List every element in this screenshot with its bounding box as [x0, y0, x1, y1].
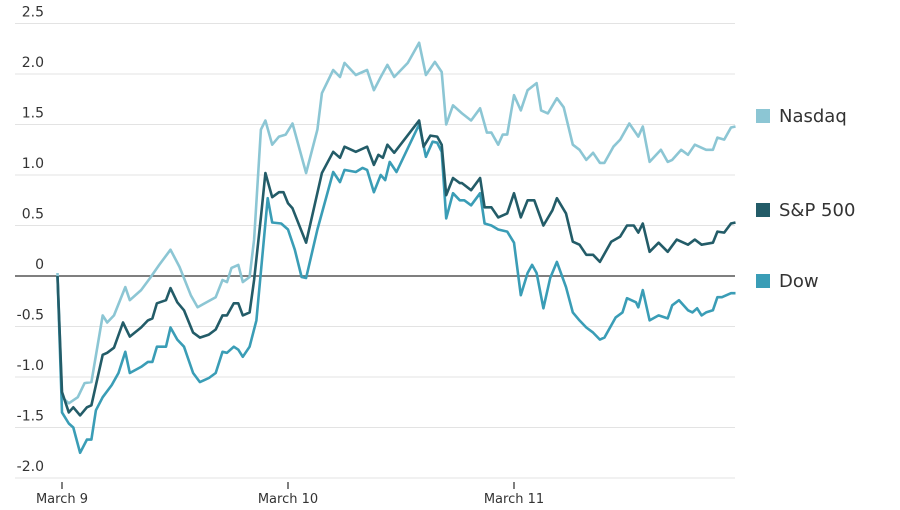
- x-tick-label: March 11: [484, 492, 544, 507]
- y-tick-label: 1.0: [22, 156, 44, 172]
- y-tick-label: -1.0: [17, 358, 44, 374]
- series-line-s-p-500: [56, 119, 736, 417]
- x-tick-label: March 9: [36, 492, 88, 507]
- y-axis-ticks: 2.5 2.0 1.5 1.0 0.5 0 -0.5 -1.0 -1.5 -2.0: [17, 5, 44, 476]
- x-tick-label: March 10: [258, 492, 318, 507]
- y-tick-label: 2.5: [22, 5, 44, 21]
- legend-item: S&P 500: [756, 200, 855, 221]
- series-line-nasdaq: [56, 41, 736, 405]
- legend-label: Nasdaq: [779, 106, 847, 127]
- y-tick-label: 2.0: [22, 55, 44, 71]
- y-tick-label: -0.5: [17, 308, 44, 324]
- y-tick-label: 1.5: [22, 106, 44, 122]
- legend-swatch: [756, 274, 770, 288]
- legend: Nasdaq S&P 500 Dow: [756, 106, 855, 292]
- series-lines: [56, 41, 736, 455]
- legend-label: S&P 500: [779, 200, 855, 221]
- y-tick-label: 0: [35, 257, 44, 273]
- y-tick-label: -2.0: [17, 459, 44, 475]
- legend-item: Dow: [756, 271, 819, 292]
- y-tick-label: -1.5: [17, 409, 44, 425]
- gridlines: [15, 23, 735, 479]
- x-axis: March 9 March 10 March 11: [36, 482, 544, 507]
- legend-label: Dow: [779, 271, 819, 292]
- legend-swatch: [756, 203, 770, 217]
- series-line-dow: [56, 123, 736, 455]
- legend-item: Nasdaq: [756, 106, 847, 127]
- y-tick-label: 0.5: [22, 207, 44, 223]
- legend-swatch: [756, 109, 770, 123]
